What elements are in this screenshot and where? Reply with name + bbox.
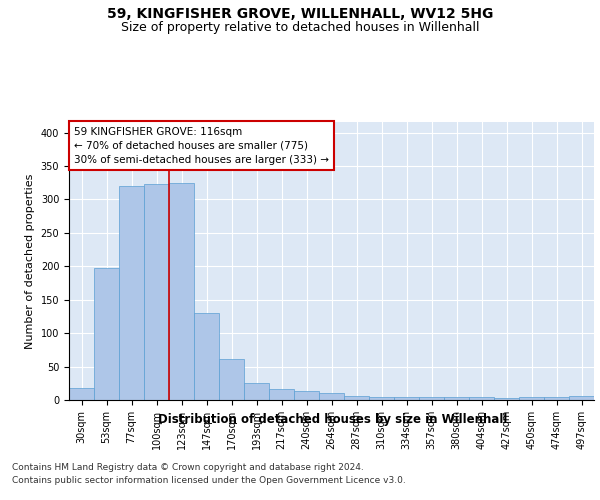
Bar (69, 388, 94, 400)
Bar (394, 398, 419, 400)
Bar (544, 398, 569, 400)
Text: Contains HM Land Registry data © Crown copyright and database right 2024.: Contains HM Land Registry data © Crown c… (12, 462, 364, 471)
Bar (319, 394, 344, 400)
Bar (194, 313, 219, 400)
Bar (119, 186, 144, 400)
Bar (569, 396, 594, 400)
Text: 59, KINGFISHER GROVE, WILLENHALL, WV12 5HG: 59, KINGFISHER GROVE, WILLENHALL, WV12 5… (107, 8, 493, 22)
Bar (469, 398, 494, 400)
Bar (269, 390, 294, 400)
Bar (244, 382, 269, 400)
Bar (144, 184, 169, 400)
Bar (219, 359, 244, 400)
Text: Size of property relative to detached houses in Willenhall: Size of property relative to detached ho… (121, 21, 479, 34)
Bar (344, 396, 369, 400)
Bar (519, 398, 544, 400)
Y-axis label: Number of detached properties: Number of detached properties (25, 174, 35, 349)
Bar (169, 182, 194, 400)
Bar (494, 398, 519, 400)
Bar (369, 398, 394, 400)
Text: Distribution of detached houses by size in Willenhall: Distribution of detached houses by size … (158, 412, 508, 426)
Text: Contains public sector information licensed under the Open Government Licence v3: Contains public sector information licen… (12, 476, 406, 485)
Bar (294, 390, 319, 400)
Text: 59 KINGFISHER GROVE: 116sqm
← 70% of detached houses are smaller (775)
30% of se: 59 KINGFISHER GROVE: 116sqm ← 70% of det… (74, 126, 329, 164)
Bar (94, 268, 119, 400)
Bar (419, 396, 444, 400)
Bar (444, 398, 469, 400)
